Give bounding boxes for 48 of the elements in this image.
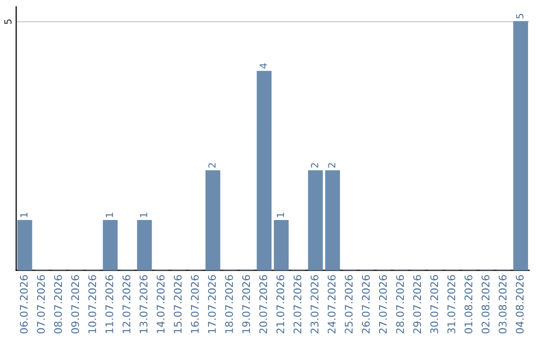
x-tick-label: 28.07.2026 xyxy=(396,275,404,334)
bar xyxy=(513,21,528,270)
x-tick-label: 23.07.2026 xyxy=(310,275,318,334)
x-tick-label: 04.08.2026 xyxy=(516,275,524,334)
data-label: 1 xyxy=(106,212,113,218)
x-tick-label: 15.07.2026 xyxy=(174,275,182,333)
bar xyxy=(102,220,118,270)
x-tick-label: 08.07.2026 xyxy=(54,275,62,334)
x-tick-label: 25.07.2026 xyxy=(344,275,353,334)
x-tick-label: 20.07.2026 xyxy=(259,275,268,334)
bar xyxy=(256,70,272,270)
x-tick-label: 07.07.2026 xyxy=(36,275,45,334)
x-tick-label: 19.07.2026 xyxy=(242,275,250,333)
x-tick-label: 06.07.2026 xyxy=(20,275,28,334)
x-tick-label: 24.07.2026 xyxy=(328,275,336,334)
data-label: 5 xyxy=(516,14,524,18)
x-tick-label: 31.07.2026 xyxy=(447,275,456,334)
x-tick-label: 14.07.2026 xyxy=(156,275,165,333)
bar xyxy=(308,170,323,270)
x-tick-label: 30.07.2026 xyxy=(430,275,438,334)
x-tick-label: 11.07.2026 xyxy=(105,275,114,333)
x-tick-label: 10.07.2026 xyxy=(88,275,96,333)
data-label: 2 xyxy=(310,163,318,168)
x-tick-label: 13.07.2026 xyxy=(140,275,148,333)
x-tick-label: 16.07.2026 xyxy=(190,275,199,333)
x-tick-label: 03.08.2026 xyxy=(498,275,507,334)
bar xyxy=(205,170,220,270)
x-tick-label: 18.07.2026 xyxy=(225,275,233,333)
x-tick-label: 01.08.2026 xyxy=(464,275,472,334)
x-tick-label: 27.07.2026 xyxy=(378,275,387,334)
x-tick-label: 02.08.2026 xyxy=(482,275,490,334)
bar xyxy=(137,220,152,270)
data-label: 2 xyxy=(328,163,336,168)
x-tick-label: 17.07.2026 xyxy=(208,275,216,333)
bar xyxy=(274,220,289,270)
data-label: 4 xyxy=(260,63,267,68)
x-tick-label: 29.07.2026 xyxy=(413,275,422,334)
x-tick-label: 22.07.2026 xyxy=(293,275,302,334)
x-tick-label: 09.07.2026 xyxy=(71,275,80,334)
x-tick-label: 12.07.2026 xyxy=(122,275,130,333)
data-label: 2 xyxy=(208,163,216,168)
x-tick-label: 26.07.2026 xyxy=(362,275,370,334)
x-tick-label: 21.07.2026 xyxy=(276,275,284,334)
data-label: 1 xyxy=(20,212,28,218)
data-label: 1 xyxy=(140,212,148,218)
data-label: 1 xyxy=(276,212,284,218)
bar xyxy=(325,170,340,270)
bar xyxy=(17,220,32,270)
